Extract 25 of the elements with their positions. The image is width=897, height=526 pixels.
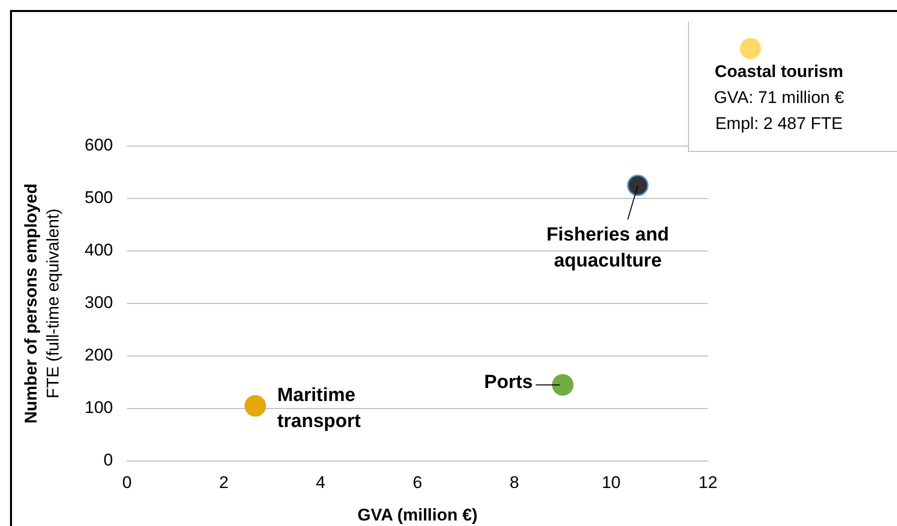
point <box>244 395 266 417</box>
y-tick-label: 400 <box>84 240 113 260</box>
y-tick-label: 200 <box>84 346 113 365</box>
text: Coastal tourism <box>714 62 844 82</box>
text: GVA: 71 million € <box>712 88 846 108</box>
y-tick-label: 0 <box>104 450 113 470</box>
series-label: Maritime transport <box>277 385 362 432</box>
x-tick-label: 10 <box>602 472 621 492</box>
x-axis-title: GVA (million €) <box>358 505 478 524</box>
x-tick-label: 4 <box>316 472 326 492</box>
series-label: Ports <box>484 372 533 394</box>
x-tick-label: 12 <box>698 472 718 492</box>
point <box>552 374 574 396</box>
y-axis-title: Number of persons employed FTE (full-time equivalent) <box>22 184 63 424</box>
x-tick-label: 2 <box>219 472 229 492</box>
y-tick-label: 500 <box>84 188 113 208</box>
x-tick-label: 6 <box>412 472 422 492</box>
y-tick-label: 100 <box>84 398 113 418</box>
x-tick-label: 0 <box>122 472 132 492</box>
y-tick-label: 300 <box>84 293 113 312</box>
y-tick-label: 600 <box>84 136 113 155</box>
x-tick-label: 8 <box>510 472 520 492</box>
point <box>627 174 649 196</box>
text: Fisheries and aquaculture <box>546 224 670 272</box>
text: Empl: 2 487 FTE <box>714 114 844 134</box>
